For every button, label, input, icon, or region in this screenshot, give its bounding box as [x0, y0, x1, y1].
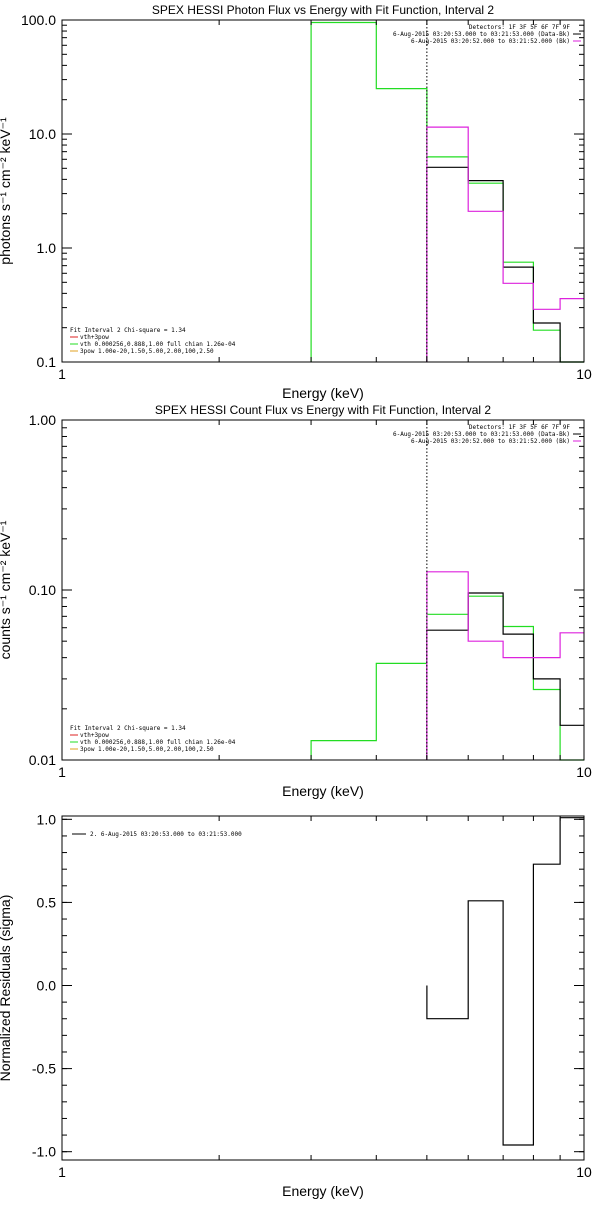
series-0-histogram	[310, 21, 584, 363]
legend-top-entry: 2. 6-Aug-2015 03:20:53.000 to 03:21:53.0…	[90, 831, 242, 838]
legend-left-entry: vth+3pow	[80, 732, 109, 739]
y-tick-label: 1.00	[29, 412, 56, 428]
y-tick-label: 1.0	[37, 240, 57, 256]
y-tick-label: 0.10	[29, 582, 56, 598]
x-tick-label: 1	[58, 1164, 66, 1180]
x-tick-label: 1	[58, 366, 66, 382]
y-axis-label: Normalized Residuals (sigma)	[0, 895, 13, 1082]
legend-right-entry: 6-Aug-2015 03:20:53.000 to 03:21:53.000 …	[393, 31, 570, 38]
x-axis-label: Energy (keV)	[282, 385, 364, 401]
legend-left-entry: 3pow 1.00e-20,1.50,5.00,2.00,100,2.50	[80, 348, 214, 355]
legend-right-entry: 6-Aug-2015 03:20:52.000 to 03:21:52.000 …	[411, 438, 570, 445]
x-axis-label: Energy (keV)	[282, 1183, 364, 1199]
series-2-histogram	[426, 571, 584, 760]
legend-right-entry: Detectors: 1F 3F 5F 6F 7F 9F	[469, 424, 571, 431]
plot-frame	[61, 19, 585, 363]
y-tick-label: 0.0	[37, 978, 57, 994]
series-0-histogram	[310, 595, 584, 761]
y-tick-label: 0.1	[37, 354, 57, 370]
y-axis-label: counts s⁻¹ cm⁻² keV⁻¹	[0, 520, 13, 659]
legend-right-entry: 6-Aug-2015 03:20:53.000 to 03:21:53.000 …	[393, 431, 570, 438]
y-tick-label: -1.0	[32, 1144, 56, 1160]
plot-frame	[61, 815, 585, 1161]
x-tick-label: 10	[576, 764, 592, 780]
x-tick-label: 10	[576, 366, 592, 382]
y-tick-label: 100.0	[21, 12, 56, 28]
x-tick-label: 1	[58, 764, 66, 780]
y-tick-label: 0.01	[29, 752, 56, 768]
series-1-histogram	[426, 166, 584, 363]
legend-left-entry: vth 0.000256,0.888,1.00 full chian 1.26e…	[80, 341, 236, 348]
y-axis-label: photons s⁻¹ cm⁻² keV⁻¹	[0, 117, 13, 265]
legend-left-entry: vth 0.000256,0.888,1.00 full chian 1.26e…	[80, 739, 236, 746]
chart-title: SPEX HESSI Photon Flux vs Energy with Fi…	[152, 3, 494, 17]
legend-right-entry: 6-Aug-2015 03:20:52.000 to 03:21:52.000 …	[411, 38, 570, 45]
chart-title: SPEX HESSI Count Flux vs Energy with Fit…	[155, 403, 491, 417]
plot-frame	[61, 419, 585, 761]
series-0-histogram	[426, 817, 584, 1146]
y-tick-label: 10.0	[29, 126, 56, 142]
legend-left-entry: vth+3pow	[80, 334, 109, 341]
series-2-histogram	[426, 126, 584, 362]
legend-left-entry: 3pow 1.00e-20,1.50,5.00,2.00,100,2.50	[80, 746, 214, 753]
y-tick-label: 0.5	[37, 894, 57, 910]
legend-fit-header: Fit Interval 2 Chi-square = 1.34	[70, 725, 186, 732]
x-tick-label: 10	[576, 1164, 592, 1180]
series-1-histogram	[426, 592, 584, 760]
legend-right-entry: Detectors: 1F 3F 5F 6F 7F 9F	[469, 24, 571, 31]
legend-fit-header: Fit Interval 2 Chi-square = 1.34	[70, 327, 186, 334]
y-tick-label: -0.5	[32, 1061, 56, 1077]
y-tick-label: 1.0	[37, 811, 57, 827]
x-axis-label: Energy (keV)	[282, 783, 364, 799]
